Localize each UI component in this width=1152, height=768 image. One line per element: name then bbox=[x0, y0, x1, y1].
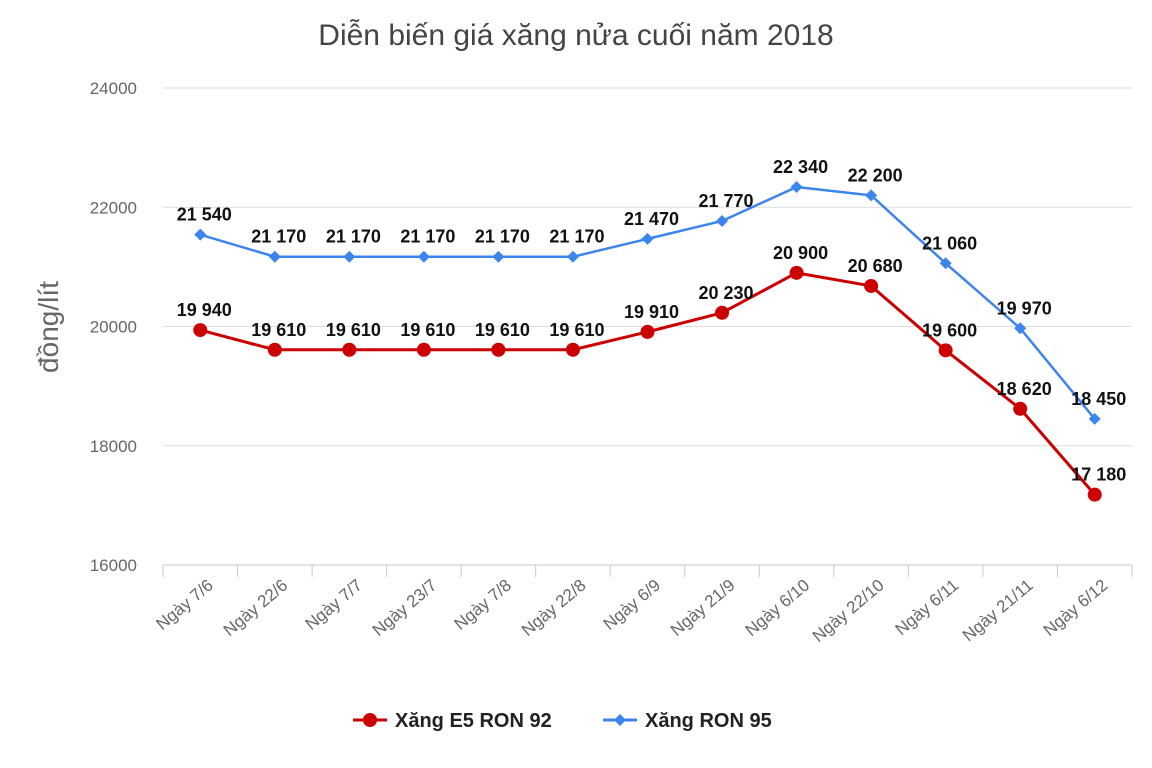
x-tick-label: Ngày 6/12 bbox=[1040, 576, 1112, 640]
x-tick-label: Ngày 22/8 bbox=[518, 576, 590, 640]
data-point bbox=[865, 189, 878, 202]
data-label: 21 170 bbox=[475, 227, 530, 247]
data-point bbox=[416, 342, 431, 357]
data-point bbox=[491, 342, 506, 357]
data-label: 19 610 bbox=[326, 320, 381, 340]
data-point bbox=[790, 180, 803, 193]
x-tick-label: Ngày 22/10 bbox=[809, 576, 888, 646]
data-point bbox=[939, 257, 952, 270]
data-point bbox=[193, 323, 208, 338]
data-label: 17 180 bbox=[1071, 465, 1126, 485]
y-tick-label: 18000 bbox=[90, 437, 137, 456]
data-label: 19 940 bbox=[177, 300, 232, 320]
data-label: 19 610 bbox=[549, 320, 604, 340]
series-2 bbox=[194, 180, 1101, 425]
series-lines bbox=[193, 180, 1102, 502]
x-tick-label: Ngày 21/9 bbox=[667, 576, 739, 640]
x-tick-label: Ngày 6/9 bbox=[600, 576, 664, 634]
data-label: 19 610 bbox=[251, 320, 306, 340]
x-tick-label: Ngày 7/6 bbox=[153, 576, 217, 634]
y-tick-label: 22000 bbox=[90, 198, 137, 217]
data-label: 21 060 bbox=[922, 233, 977, 253]
data-label: 19 910 bbox=[624, 302, 679, 322]
x-tick-label: Ngày 22/6 bbox=[220, 576, 292, 640]
data-label: 21 540 bbox=[177, 205, 232, 225]
y-axis-ticks: 16000 18000 20000 22000 24000 bbox=[90, 79, 137, 575]
x-tick-label: Ngày 21/11 bbox=[959, 576, 1037, 646]
data-point bbox=[715, 305, 730, 320]
data-point bbox=[938, 343, 953, 358]
legend-label: Xăng E5 RON 92 bbox=[395, 710, 552, 732]
data-label: 19 970 bbox=[997, 298, 1052, 318]
x-tick-label: Ngày 23/7 bbox=[369, 576, 441, 640]
data-point bbox=[614, 714, 626, 726]
legend-label: Xăng RON 95 bbox=[645, 710, 772, 732]
data-label: 18 620 bbox=[997, 379, 1052, 399]
data-point bbox=[565, 342, 580, 357]
gridlines bbox=[163, 87, 1132, 447]
x-tick-label: Ngày 6/10 bbox=[742, 576, 814, 640]
data-point bbox=[267, 342, 282, 357]
data-point bbox=[194, 228, 207, 241]
data-point bbox=[1088, 412, 1101, 425]
data-label: 22 200 bbox=[848, 165, 903, 185]
data-point bbox=[864, 278, 879, 293]
legend-item: Xăng RON 95 bbox=[603, 710, 772, 732]
data-label: 18 450 bbox=[1071, 389, 1126, 409]
data-label: 21 170 bbox=[326, 227, 381, 247]
legend-item: Xăng E5 RON 92 bbox=[353, 710, 552, 732]
y-tick-label: 24000 bbox=[90, 79, 137, 98]
data-point bbox=[789, 265, 804, 280]
data-label: 19 600 bbox=[922, 320, 977, 340]
data-point bbox=[342, 342, 357, 357]
data-point bbox=[1013, 401, 1028, 416]
chart-title: Diễn biến giá xăng nửa cuối năm 2018 bbox=[318, 19, 833, 52]
data-label: 20 900 bbox=[773, 243, 828, 263]
data-label: 20 230 bbox=[699, 283, 754, 303]
data-point bbox=[363, 713, 377, 727]
data-label: 19 610 bbox=[475, 320, 530, 340]
data-label: 22 340 bbox=[773, 157, 828, 177]
series-1 bbox=[193, 265, 1102, 502]
data-point bbox=[566, 250, 579, 263]
y-tick-label: 20000 bbox=[90, 318, 137, 337]
data-label: 19 610 bbox=[400, 320, 455, 340]
x-tick-label: Ngày 7/7 bbox=[302, 576, 366, 634]
data-point bbox=[417, 250, 430, 263]
data-point bbox=[1014, 322, 1027, 335]
data-point bbox=[640, 324, 655, 339]
data-point bbox=[1087, 487, 1102, 502]
y-axis-label: đồng/lít bbox=[33, 281, 64, 373]
x-tick-label: Ngày 7/8 bbox=[451, 576, 515, 634]
data-point bbox=[268, 250, 281, 263]
data-label: 20 680 bbox=[848, 256, 903, 276]
data-labels: 19 940 19 610 19 610 19 610 19 610 19 610 19 9… bbox=[177, 157, 1127, 485]
data-point bbox=[641, 232, 654, 245]
data-label: 21 470 bbox=[624, 209, 679, 229]
x-axis: Ngày 7/6 Ngày 22/6 Ngày 7/7 Ngày 23/7 Ngày 7… bbox=[153, 564, 1133, 646]
data-point bbox=[343, 250, 356, 263]
data-point bbox=[716, 214, 729, 227]
data-point bbox=[492, 250, 505, 263]
y-tick-label: 16000 bbox=[90, 556, 137, 575]
data-label: 21 170 bbox=[549, 227, 604, 247]
data-label: 21 170 bbox=[251, 227, 306, 247]
x-tick-label: Ngày 6/11 bbox=[892, 576, 963, 640]
data-label: 21 770 bbox=[699, 191, 754, 211]
legend: Xăng E5 RON 92 Xăng RON 95 bbox=[353, 710, 772, 732]
data-label: 21 170 bbox=[400, 227, 455, 247]
